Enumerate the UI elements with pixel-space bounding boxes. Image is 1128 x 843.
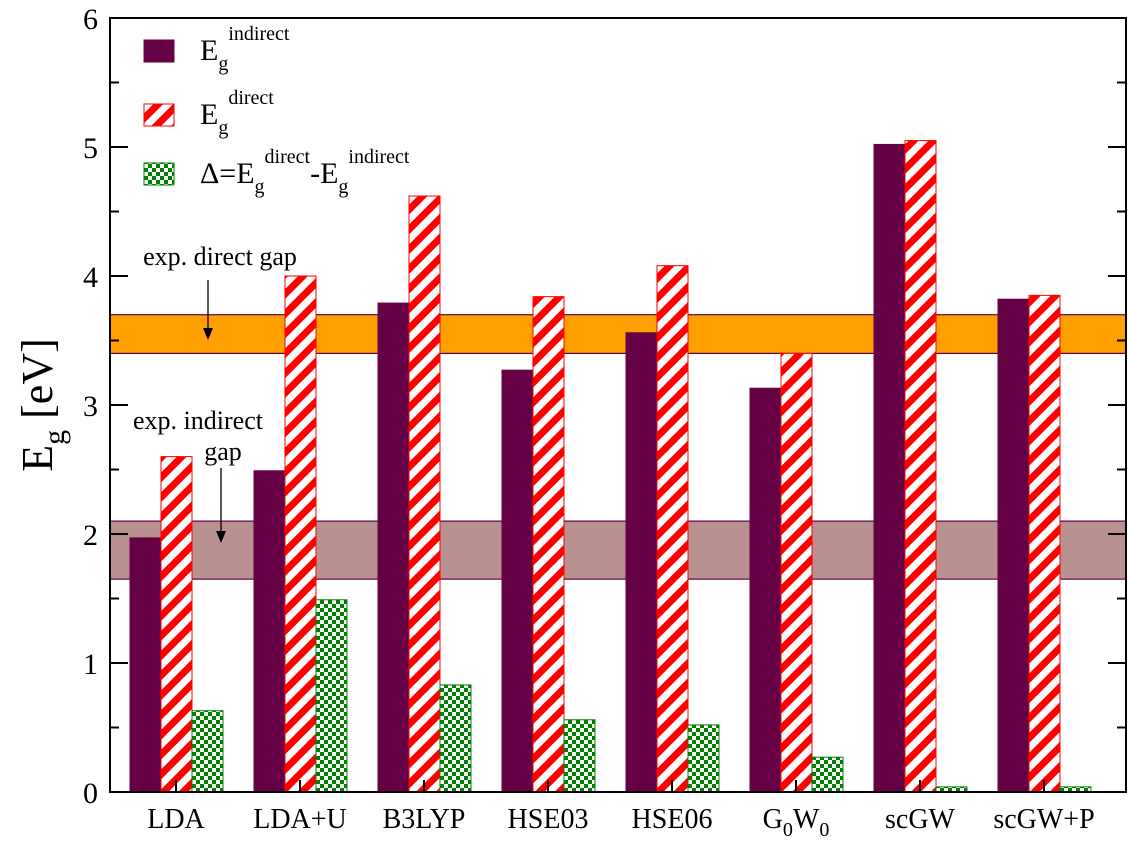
legend-label-0: Egindirect [200, 23, 290, 75]
ytick-label-3: 3 [83, 390, 98, 423]
category-main-6: scGW [885, 804, 956, 835]
category-main-3: HSE03 [508, 804, 589, 835]
legend-2-sub1: g [255, 176, 265, 198]
category-label-0: LDA [147, 804, 205, 835]
bar-indirect-2 [377, 302, 410, 793]
bar-direct-2 [408, 195, 441, 793]
bar-direct-4 [656, 265, 689, 793]
bar-indirect-4 [625, 332, 658, 793]
ytick-label-4: 4 [83, 261, 98, 294]
category-mid-5: W [793, 804, 820, 835]
bar-delta-3 [563, 719, 596, 793]
bar-delta-5 [811, 756, 844, 793]
bar-delta-1 [315, 599, 348, 793]
ytick-label-2: 2 [83, 519, 98, 552]
category-main-2: B3LYP [383, 804, 466, 835]
category-label-5: G0W0 [763, 804, 830, 841]
annotation-indirect-text-0: exp. indirect [133, 406, 264, 435]
annotation-direct-arrowhead [203, 328, 213, 340]
legend-1-base: E [200, 98, 218, 131]
legend-2-prefix: Δ=E [200, 157, 255, 190]
category-label-6: scGW [885, 804, 956, 835]
category-label-2: B3LYP [383, 804, 466, 835]
y-axis-label-sub: g [38, 430, 71, 445]
legend-1-sub: g [218, 117, 228, 139]
legend-1-sup: direct [228, 87, 274, 109]
legend-0-sub: g [218, 53, 228, 75]
y-axis-label-base: E [13, 445, 62, 472]
ytick-label-5: 5 [83, 132, 98, 165]
bar-indirect-7 [997, 298, 1030, 793]
category-label-3: HSE03 [508, 804, 589, 835]
category-main-0: LDA [147, 804, 205, 835]
bar-indirect-5 [749, 387, 782, 793]
category-label-1: LDA+U [253, 804, 347, 835]
ytick-label-0: 0 [83, 777, 98, 810]
category-sub2-5: 0 [819, 819, 829, 841]
legend-swatch-0 [143, 39, 175, 63]
legend-label-2: Δ=Egdirect-Egindirect [200, 146, 410, 198]
annotation-indirect-arrowhead [216, 531, 226, 543]
legend-2-sup1: direct [265, 146, 311, 168]
ytick-label-6: 6 [83, 3, 98, 36]
category-sub1-5: 0 [783, 819, 793, 841]
bar-indirect-0 [129, 537, 162, 793]
annotation-indirect-line-2: gap [204, 437, 242, 466]
category-main-5: G [763, 804, 783, 835]
bar-indirect-6 [873, 143, 906, 793]
annotation-indirect-text-1: gap [204, 437, 242, 466]
category-main-7: scGW+P [993, 804, 1094, 835]
annotation-direct: exp. direct gap [143, 242, 297, 271]
legend-0-sup: indirect [228, 23, 290, 45]
legend-swatch-2 [143, 162, 175, 186]
ytick-label-1: 1 [83, 648, 98, 681]
legend-2-mid: -E [310, 157, 338, 190]
bar-direct-3 [532, 296, 565, 793]
bar-direct-1 [284, 275, 317, 793]
category-label-7: scGW+P [993, 804, 1094, 835]
bar-direct-6 [904, 140, 937, 793]
category-label-4: HSE06 [632, 804, 713, 835]
bar-indirect-3 [501, 369, 534, 793]
category-main-1: LDA+U [253, 804, 347, 835]
bar-indirect-1 [253, 470, 286, 793]
legend-label-1: Egdirect [200, 87, 274, 139]
legend-swatch-1 [143, 103, 175, 127]
annotation-indirect-line-1: exp. indirect [133, 406, 264, 435]
category-main-4: HSE06 [632, 804, 713, 835]
bar-delta-2 [439, 684, 472, 793]
band-exp-direct [109, 314, 1127, 355]
y-axis-label-unit: [eV] [13, 338, 62, 430]
bar-direct-0 [160, 456, 193, 793]
bar-direct-7 [1028, 294, 1061, 793]
y-axis-label: Eg [eV] [13, 338, 71, 472]
bars [129, 140, 1092, 793]
bar-delta-0 [191, 710, 224, 793]
bar-direct-5 [780, 352, 813, 793]
legend-2-sup2: indirect [348, 146, 410, 168]
bar-delta-4 [687, 724, 720, 793]
legend-2-sub2: g [338, 176, 348, 198]
annotation-direct-line-0: exp. direct gap [143, 242, 297, 271]
legend-0-base: E [200, 34, 218, 67]
